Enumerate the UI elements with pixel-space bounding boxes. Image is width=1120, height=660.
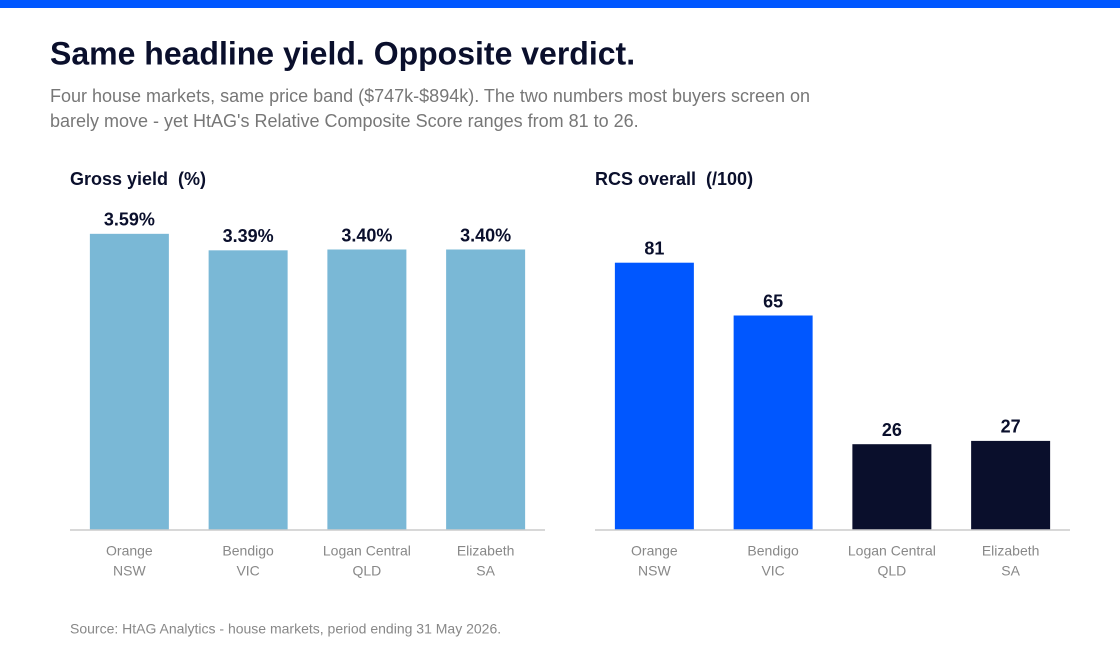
bar: [327, 249, 407, 530]
source-note: Source: HtAG Analytics - house markets, …: [70, 621, 501, 637]
x-tick-label: QLD: [877, 563, 906, 579]
value-label: 3.40%: [341, 225, 392, 245]
x-tick-label: QLD: [352, 563, 381, 579]
value-label: 3.40%: [460, 225, 511, 245]
value-label: 26: [882, 420, 902, 440]
bar: [614, 262, 694, 530]
bar: [89, 233, 169, 530]
x-tick-label: Orange: [631, 543, 678, 559]
value-label: 3.59%: [104, 210, 155, 230]
bar: [446, 249, 526, 530]
chart-title: Gross yield (%): [70, 169, 206, 189]
bar: [733, 315, 813, 530]
page-title: Same headline yield. Opposite verdict.: [50, 35, 635, 71]
x-tick-label: VIC: [236, 563, 259, 579]
chart-title: RCS overall (/100): [595, 169, 753, 189]
subtitle: Four house markets, same price band ($74…: [50, 86, 810, 106]
value-label: 3.39%: [223, 226, 274, 246]
x-tick-label: Logan Central: [848, 543, 936, 559]
value-label: 81: [644, 238, 664, 258]
bar: [208, 250, 288, 530]
x-tick-label: NSW: [638, 563, 671, 579]
bar: [971, 440, 1051, 530]
x-tick-label: Orange: [106, 543, 153, 559]
x-tick-label: VIC: [761, 563, 784, 579]
subtitle: barely move - yet HtAG's Relative Compos…: [50, 111, 639, 131]
x-tick-label: SA: [476, 563, 495, 579]
value-label: 27: [1001, 417, 1021, 437]
x-tick-label: Elizabeth: [982, 543, 1040, 559]
x-tick-label: NSW: [113, 563, 146, 579]
x-tick-label: SA: [1001, 563, 1020, 579]
top-band: [0, 0, 1120, 8]
bar: [852, 444, 932, 530]
x-tick-label: Bendigo: [747, 543, 799, 559]
value-label: 65: [763, 291, 783, 311]
x-tick-label: Elizabeth: [457, 543, 515, 559]
x-tick-label: Logan Central: [323, 543, 411, 559]
x-tick-label: Bendigo: [222, 543, 274, 559]
